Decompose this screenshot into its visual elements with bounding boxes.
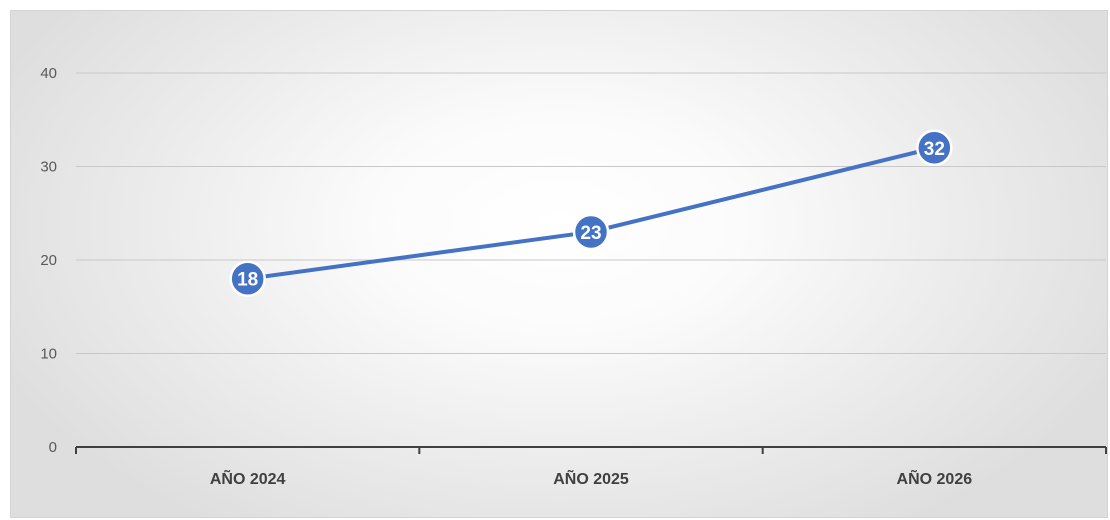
x-category-label-1: AÑO 2025 [553, 468, 629, 488]
x-axis [75, 446, 1107, 454]
series-line-0 [245, 145, 937, 281]
data-markers [229, 129, 953, 297]
chart-area [10, 10, 1108, 518]
y-tick-label-1: 10 [40, 346, 57, 363]
y-tick-label-0: 0 [49, 439, 57, 456]
y-tick-label-2: 20 [40, 252, 57, 269]
gridlines [76, 72, 1106, 354]
x-category-label-0: AÑO 2024 [210, 468, 286, 488]
x-axis-category-labels: AÑO 2024 AÑO 2025 AÑO 2026 [210, 468, 972, 488]
data-label-1: 23 [580, 223, 601, 244]
data-point-0 [229, 260, 266, 297]
data-labels: 18 23 32 [237, 139, 945, 291]
y-axis-tick-labels: 0 10 20 30 40 [40, 65, 57, 456]
data-label-2: 32 [924, 139, 945, 160]
data-point-2 [916, 129, 953, 167]
x-category-label-2: AÑO 2026 [897, 468, 973, 488]
data-point-1 [572, 213, 610, 251]
y-tick-label-4: 40 [40, 65, 57, 82]
series-line-group [245, 145, 937, 281]
y-tick-label-3: 30 [40, 159, 57, 176]
data-label-0: 18 [237, 270, 258, 291]
